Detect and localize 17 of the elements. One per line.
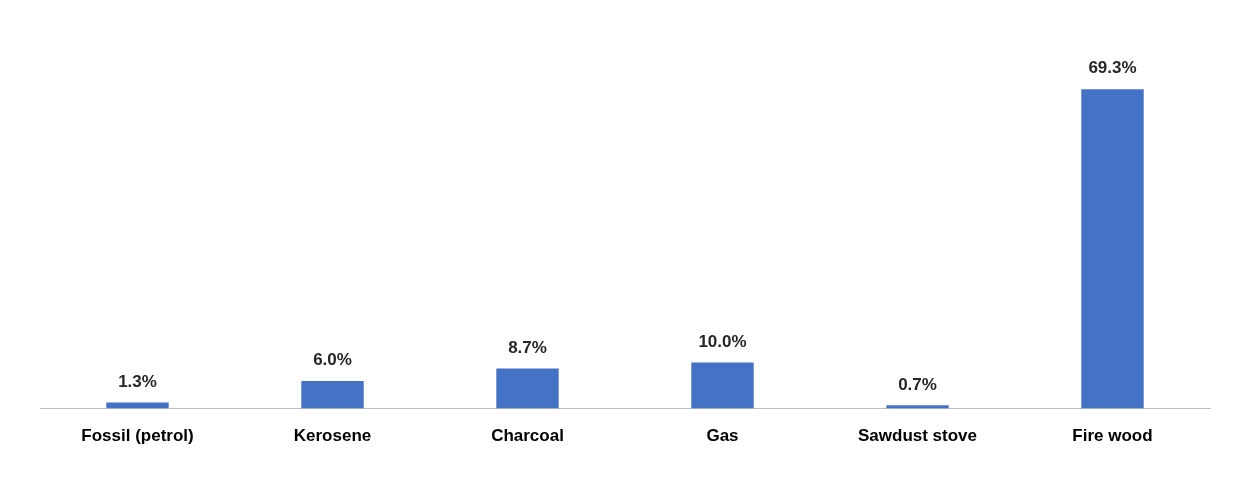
x-tick-label: Kerosene <box>293 426 372 446</box>
data-label: 8.7% <box>508 337 547 357</box>
x-tick-label: Charcoal <box>491 426 564 446</box>
bar <box>301 380 364 409</box>
data-label: 10.0% <box>698 331 747 351</box>
data-label: 0.7% <box>898 374 937 394</box>
x-tick-label: Fossil (petrol) <box>81 426 194 446</box>
data-label: 69.3% <box>1088 58 1137 78</box>
bar <box>496 368 559 409</box>
bar <box>1081 89 1144 409</box>
x-tick-label: Sawdust stove <box>857 426 978 446</box>
x-tick-label: Gas <box>706 426 739 446</box>
data-label: 1.3% <box>118 371 157 391</box>
x-tick-label: Fire wood <box>1072 426 1153 446</box>
bar <box>691 362 754 409</box>
data-label: 6.0% <box>313 350 352 370</box>
bar <box>886 405 949 409</box>
